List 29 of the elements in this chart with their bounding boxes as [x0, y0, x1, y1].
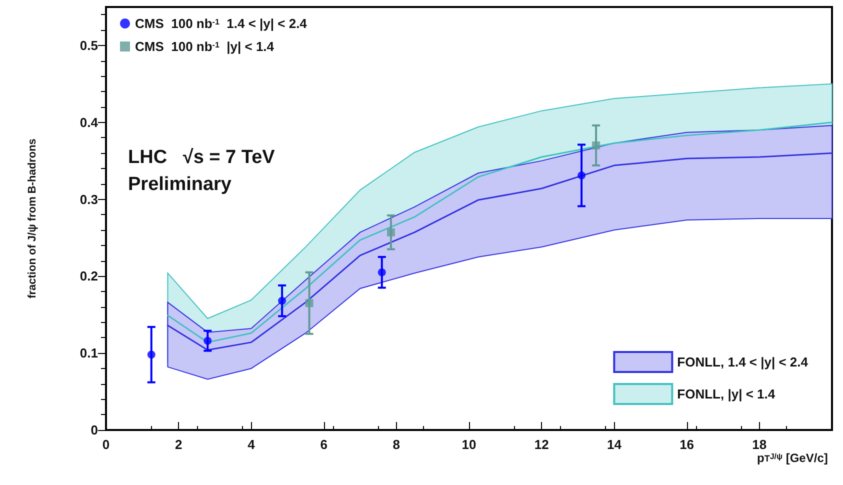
point	[204, 336, 212, 345]
annotation: Preliminary	[128, 174, 232, 195]
point	[386, 228, 395, 236]
x-tick-label: 16	[680, 437, 694, 452]
x-tick-label: 4	[248, 437, 256, 452]
annotation: LHC √s = 7 TeV	[128, 147, 276, 168]
y-tick-label: 0.2	[80, 268, 98, 284]
x-tick-label: 8	[392, 437, 400, 452]
y-tick-label: 0.5	[80, 38, 98, 53]
x-tick-label: 18	[752, 437, 767, 452]
x-tick-label: 6	[320, 437, 328, 452]
point	[592, 141, 600, 150]
y-axis-title: fraction of J/ψ from B-hadrons	[26, 138, 38, 298]
y-tick-label: 0.1	[80, 346, 98, 361]
point	[147, 350, 156, 359]
y-tick-label: 0.3	[80, 192, 98, 207]
point	[578, 171, 586, 180]
x-tick-label: 10	[462, 437, 476, 452]
legend-label: FONLL, 1.4 < |y| < 2.4	[677, 354, 809, 370]
point	[278, 296, 286, 305]
x-tick-label: 14	[606, 437, 622, 452]
point	[378, 268, 386, 276]
x-tick-label: 2	[174, 437, 182, 452]
y-tick-label: 0	[90, 422, 98, 438]
y-tick-label: 0.4	[80, 114, 99, 130]
x-tick-label: 12	[534, 437, 549, 452]
x-tick-label: 0	[102, 437, 110, 452]
point	[305, 299, 314, 308]
legend-label: FONLL, |y| < 1.4	[677, 386, 776, 402]
